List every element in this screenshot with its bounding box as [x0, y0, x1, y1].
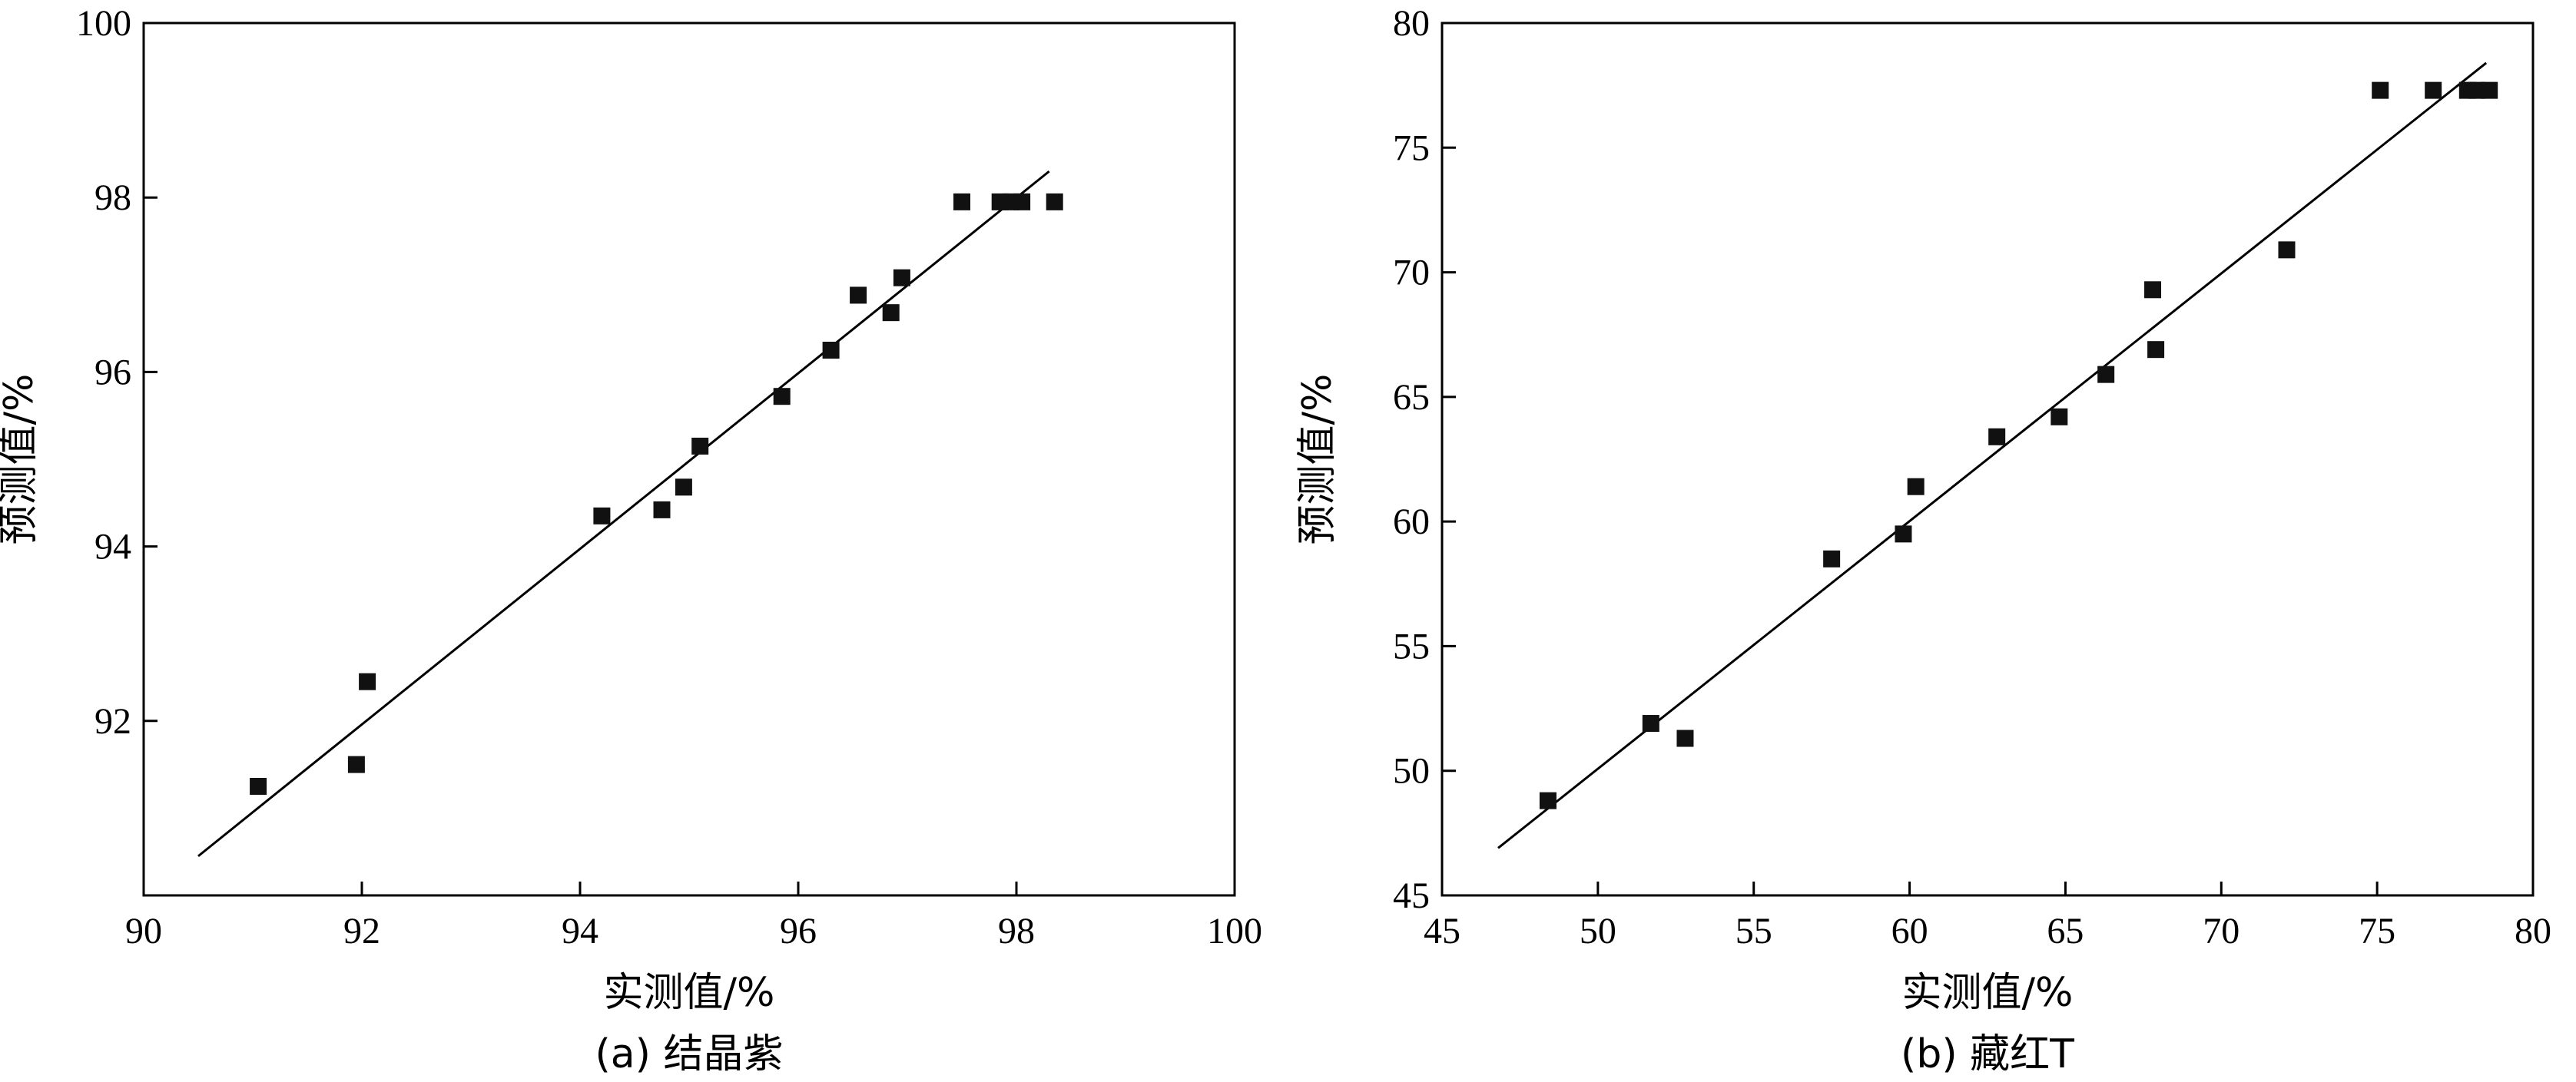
data-point: [2372, 81, 2389, 99]
data-point: [1676, 730, 1694, 747]
data-point: [593, 507, 611, 524]
data-point: [347, 756, 365, 773]
y-tick-label: 60: [1393, 501, 1430, 542]
data-point: [675, 478, 692, 496]
y-tick-label: 80: [1393, 3, 1430, 44]
data-point: [773, 388, 791, 405]
plot-frame-b: [1441, 22, 2535, 897]
data-point: [1895, 525, 1912, 543]
y-tick-label: 100: [76, 3, 131, 44]
y-tick-label: 98: [94, 177, 131, 218]
data-point: [2051, 408, 2068, 425]
data-point: [359, 673, 376, 690]
data-point: [250, 778, 267, 795]
data-point: [1823, 550, 1841, 567]
data-point: [691, 437, 709, 455]
x-tick-label: 60: [1891, 911, 1928, 951]
data-point: [1907, 478, 1925, 495]
data-point: [822, 342, 840, 359]
y-ticks-b: 45 50 55 60 65 70 75 80: [1393, 3, 1456, 916]
caption-a: (a) 结晶紫: [595, 1031, 784, 1077]
data-point: [1013, 193, 1031, 210]
plot-frame-a: [142, 22, 1236, 897]
x-tick-label: 98: [998, 911, 1035, 951]
data-point: [850, 286, 867, 304]
x-tick-label: 70: [2203, 911, 2239, 951]
y-tick-label: 65: [1393, 377, 1430, 418]
data-point: [1988, 428, 2006, 445]
y-axis-title-b: 预测值/%: [1295, 374, 1341, 545]
data-point: [2144, 281, 2162, 299]
y-axis-title-a: 预测值/%: [0, 374, 42, 545]
x-tick-label: 100: [1207, 911, 1262, 951]
data-point: [2147, 341, 2165, 359]
fit-line: [1497, 61, 2488, 849]
x-tick-label: 65: [2047, 911, 2084, 951]
data-point: [1642, 715, 1659, 733]
data-point: [893, 269, 910, 286]
data-point: [2097, 366, 2115, 383]
x-tick-label: 50: [1580, 911, 1616, 951]
fit-line-b: [1497, 61, 2488, 849]
y-tick-label: 50: [1393, 751, 1430, 792]
caption-b: (b) 藏红T: [1901, 1031, 2074, 1077]
x-tick-label: 96: [780, 911, 817, 951]
y-tick-label: 94: [94, 527, 131, 567]
x-tick-label: 90: [125, 911, 162, 951]
y-tick-label: 75: [1393, 127, 1430, 168]
y-tick-label: 92: [94, 701, 131, 742]
y-tick-label: 55: [1393, 626, 1430, 667]
x-tick-label: 45: [1424, 911, 1460, 951]
x-tick-label: 92: [343, 911, 380, 951]
data-point: [953, 193, 970, 210]
data-point: [2425, 81, 2442, 99]
data-point: [653, 501, 671, 518]
data-point: [1046, 193, 1063, 210]
data-points-b: [1539, 81, 2498, 809]
x-tick-label: 94: [562, 911, 598, 951]
x-tick-label: 80: [2515, 911, 2551, 951]
y-ticks-a: 92 94 96 98 100: [76, 3, 157, 742]
x-tick-label: 55: [1736, 911, 1772, 951]
y-tick-label: 70: [1393, 253, 1430, 293]
x-axis-title-b: 实测值/%: [1902, 970, 2074, 1016]
data-point: [1539, 792, 1557, 809]
y-tick-label: 45: [1393, 875, 1430, 916]
data-point: [2481, 81, 2498, 99]
x-tick-label: 75: [2359, 911, 2395, 951]
panel-a: 90 92 94 96 98 100 92 94 96 98 100 实测值/% 预测值/% (a…: [0, 3, 1262, 1077]
x-ticks-a: 90 92 94 96 98 100: [125, 882, 1262, 951]
x-axis-title-a: 实测值/%: [604, 970, 775, 1016]
data-point: [2278, 241, 2296, 259]
x-ticks-b: 45 50 55 60 65 70 75 80: [1424, 882, 2551, 951]
y-tick-label: 96: [94, 352, 131, 392]
data-point: [882, 304, 900, 322]
data-points-a: [250, 193, 1063, 795]
